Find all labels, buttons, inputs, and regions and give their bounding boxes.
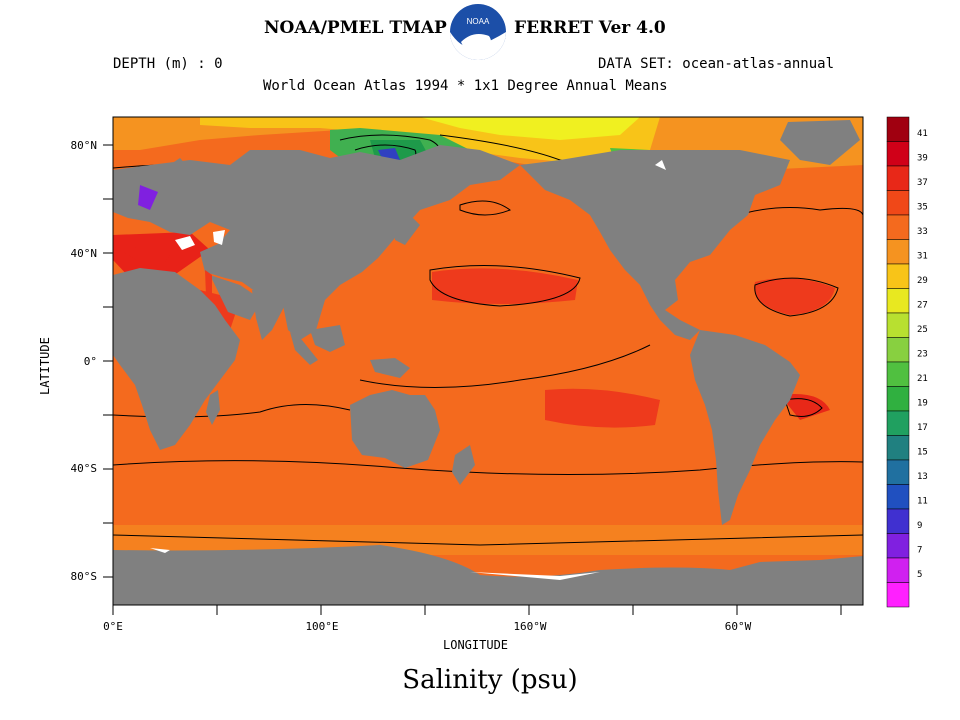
colorbar-level-label: 31 xyxy=(917,251,928,261)
colorbar-level-label: 11 xyxy=(917,496,928,506)
colorbar-swatch xyxy=(886,141,910,167)
colorbar-swatch xyxy=(886,484,910,510)
colorbar-level-label: 39 xyxy=(917,153,928,163)
land-south-america xyxy=(690,330,800,525)
colorbar-level-label: 5 xyxy=(917,570,922,580)
x-axis-label: LONGITUDE xyxy=(443,638,509,652)
colorbar-swatch xyxy=(886,312,910,338)
plot-title-left: NOAA/PMEL TMAP xyxy=(264,18,447,38)
colorbar-level-label: 25 xyxy=(917,325,928,335)
land-masses xyxy=(113,120,863,605)
colorbar-level-label: 9 xyxy=(917,521,922,531)
map-layers xyxy=(113,117,863,605)
colorbar-level-label: 7 xyxy=(917,545,922,555)
land-north-america xyxy=(520,150,790,340)
land-europe-asia xyxy=(113,145,520,340)
colorbar-swatch xyxy=(886,459,910,485)
noaa-logo-text: NOAA xyxy=(467,17,490,26)
colorbar-swatch xyxy=(886,337,910,363)
colorbar-level-label: 13 xyxy=(917,472,928,482)
land-australia xyxy=(350,390,440,468)
lat-tick-label: 40°N xyxy=(71,247,98,260)
colorbar-swatch xyxy=(886,288,910,314)
dataset-subtitle: World Ocean Atlas 1994 * 1x1 Degree Annu… xyxy=(263,78,668,94)
colorbar-level-label: 35 xyxy=(917,202,928,212)
lon-tick-label: 0°E xyxy=(103,620,123,633)
lon-tick-label: 60°W xyxy=(725,620,752,633)
depth-label: DEPTH (m) : 0 xyxy=(113,56,223,72)
inland-seas xyxy=(120,185,212,300)
plot-title-right: FERRET Ver 4.0 xyxy=(514,18,666,38)
colorbar-swatch xyxy=(886,116,910,142)
latitude-ticks: 80°N 40°N 0° 40°S 80°S xyxy=(71,139,113,583)
land-borneo xyxy=(310,325,345,352)
figure-caption: Salinity (psu) xyxy=(402,665,578,695)
colorbar-level-label: 27 xyxy=(917,300,928,310)
land-new-guinea xyxy=(370,358,410,378)
colorbar-swatch xyxy=(886,435,910,461)
land-japan xyxy=(395,215,420,245)
lat-tick-label: 40°S xyxy=(71,462,98,475)
colorbar-level-label: 29 xyxy=(917,276,928,286)
land-africa xyxy=(113,268,240,450)
colorbar: 41 39 37 35 33 31 29 27 25 23 21 19 17 15 13 11 9 7 5 xyxy=(886,116,928,608)
colorbar-level-label: 41 xyxy=(917,129,928,139)
colorbar-level-label: 33 xyxy=(917,227,928,237)
noaa-logo: NOAA xyxy=(450,4,506,60)
colorbar-level-label: 21 xyxy=(917,374,928,384)
ice-patches xyxy=(150,160,666,580)
dataset-label: DATA SET: ocean-atlas-annual xyxy=(598,56,835,72)
colorbar-swatch xyxy=(886,582,910,608)
land-new-zealand xyxy=(452,445,475,485)
lon-tick-label: 100°E xyxy=(305,620,338,633)
land-scandinavia xyxy=(150,158,195,212)
colorbar-swatch xyxy=(886,410,910,436)
lat-tick-label: 80°N xyxy=(71,139,98,152)
longitude-ticks: 0°E 100°E 160°W 60°W xyxy=(103,605,842,633)
lat-tick-label: 80°S xyxy=(71,570,98,583)
land-india xyxy=(252,290,285,340)
y-axis-label: LATITUDE xyxy=(38,337,52,395)
land-arabia xyxy=(210,275,262,320)
salinity-zones xyxy=(113,117,863,555)
colorbar-level-label: 23 xyxy=(917,349,928,359)
colorbar-swatch xyxy=(886,263,910,289)
land-greenland xyxy=(780,120,860,165)
colorbar-swatch xyxy=(886,386,910,412)
colorbar-swatch xyxy=(886,533,910,559)
colorbar-swatch xyxy=(886,361,910,387)
colorbar-swatch xyxy=(886,239,910,265)
lat-tick-label: 0° xyxy=(84,355,97,368)
colorbar-level-label: 19 xyxy=(917,398,928,408)
lon-tick-label: 160°W xyxy=(513,620,546,633)
colorbar-swatch xyxy=(886,165,910,191)
colorbar-swatch xyxy=(886,190,910,216)
land-madagascar xyxy=(206,390,220,425)
colorbar-level-label: 15 xyxy=(917,447,928,457)
colorbar-swatch xyxy=(886,214,910,240)
colorbar-swatch xyxy=(886,508,910,534)
colorbar-level-label: 17 xyxy=(917,423,928,433)
land-sumatra xyxy=(290,332,318,365)
colorbar-swatch xyxy=(886,557,910,583)
land-antarctica xyxy=(113,545,863,605)
colorbar-level-label: 37 xyxy=(917,178,928,188)
